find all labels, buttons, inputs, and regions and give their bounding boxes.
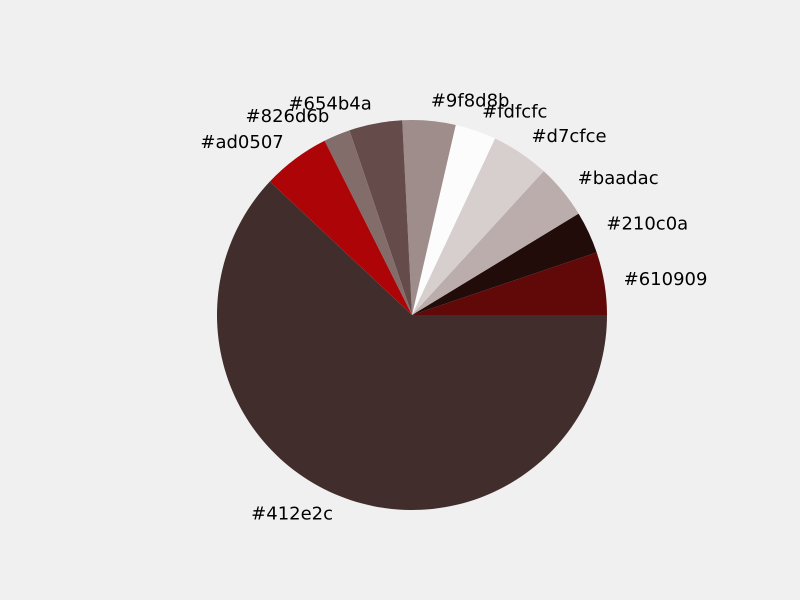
pie-label-d7cfce: #d7cfce (531, 126, 606, 147)
pie-slice-610909 (412, 252, 607, 315)
pie-slice-654b4a (349, 120, 412, 315)
pie-label-ad0507: #ad0507 (200, 132, 283, 153)
pie-label-654b4a: #654b4a (288, 93, 371, 114)
pie-slice-baadac (412, 171, 579, 315)
slices-layer (217, 120, 607, 510)
pie-slice-826d6b (324, 130, 412, 315)
pie-slice-fdfcfc (412, 124, 496, 315)
pie-label-610909: #610909 (624, 269, 708, 290)
pie-label-412e2c: #412e2c (251, 503, 333, 524)
pie-label-826d6b: #826d6b (246, 106, 330, 127)
labels-layer: #610909 #210c0a #baadac #d7cfce #fdfcfc#9f8d… (200, 90, 707, 524)
pie-slice-210c0a (412, 213, 597, 315)
pie-slice-9f8d8b (402, 120, 456, 315)
pie-slice-ad0507 (269, 140, 412, 315)
pie-slice-d7cfce (412, 138, 544, 315)
pie-label-9f8d8b: #9f8d8b (431, 90, 510, 111)
pie-label-fdfcfc: #fdfcfc (482, 101, 547, 122)
pie-label-baadac: #baadac (578, 168, 659, 189)
pie-slice-412e2c (217, 181, 607, 510)
pie-label-210c0a: #210c0a (606, 213, 688, 234)
